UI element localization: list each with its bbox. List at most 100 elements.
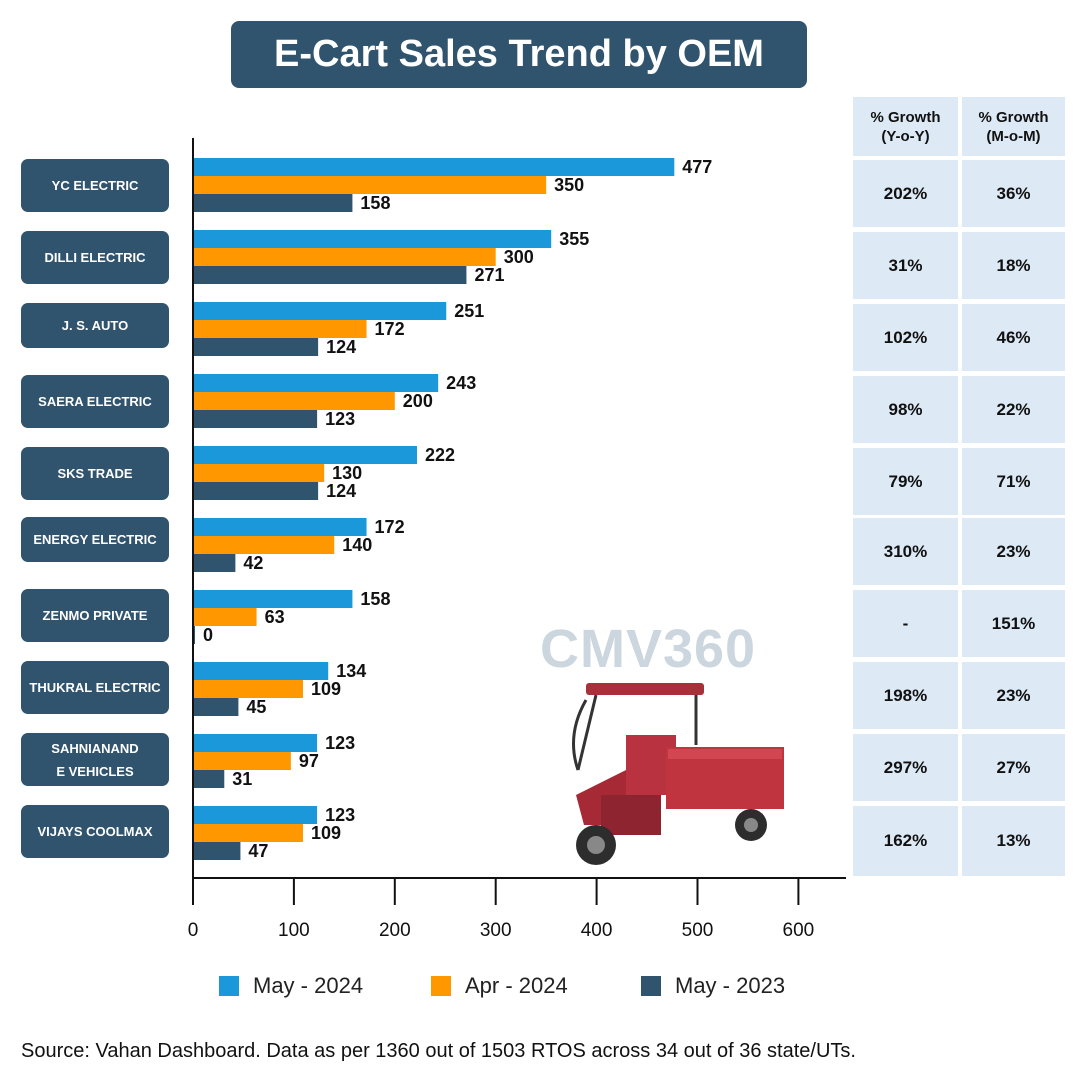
data-label-vijays-coolmax-apr-2024: 109: [311, 823, 341, 843]
bar-energy-electric-apr-2024: [193, 536, 335, 554]
oem-label-dilli-electric: DILLI ELECTRIC: [21, 231, 169, 284]
growth-yoy-j-s-auto: 102%: [853, 304, 958, 371]
bar-energy-electric-may-2023: [193, 554, 236, 572]
legend-swatch-apr-2024: [431, 976, 451, 996]
bar-dilli-electric-may-2024: [193, 230, 552, 248]
x-tick-label-100: 100: [278, 920, 310, 941]
chart-legend: May - 2024 Apr - 2024 May - 2023: [0, 973, 1080, 1003]
growth-yoy-sahnianand-e-vehicles: 297%: [853, 734, 958, 801]
oem-label-energy-electric: ENERGY ELECTRIC: [21, 517, 169, 562]
growth-yoy-zenmo-private: -: [853, 590, 958, 657]
oem-label-thukral-electric: THUKRAL ELECTRIC: [21, 661, 169, 714]
growth-mom-thukral-electric: 23%: [962, 662, 1065, 729]
data-label-saera-electric-may-2024: 243: [446, 373, 476, 393]
data-label-thukral-electric-apr-2024: 109: [311, 679, 341, 699]
oem-label-sahnianand-e-vehicles: SAHNIANAND E VEHICLES: [21, 733, 169, 786]
growth-mom-j-s-auto: 46%: [962, 304, 1065, 371]
growth-yoy-saera-electric: 98%: [853, 376, 958, 443]
growth-yoy-thukral-electric: 198%: [853, 662, 958, 729]
legend-label-may-2023: May - 2023: [675, 973, 786, 998]
x-tick-label-600: 600: [783, 920, 815, 941]
legend-label-may-2024: May - 2024: [253, 973, 364, 998]
x-tick-label-200: 200: [379, 920, 411, 941]
data-label-sahnianand-e-vehicles-apr-2024: 97: [299, 751, 319, 771]
legend-item-may-2024: May - 2024: [219, 973, 363, 999]
bar-sks-trade-may-2024: [193, 446, 417, 464]
x-tick-label-0: 0: [188, 920, 199, 941]
bar-yc-electric-may-2024: [193, 158, 675, 176]
bar-sks-trade-may-2023: [193, 482, 319, 500]
bar-j-s-auto-may-2023: [193, 338, 319, 356]
data-label-energy-electric-may-2023: 42: [243, 553, 263, 573]
legend-swatch-may-2024: [219, 976, 239, 996]
bar-vijays-coolmax-may-2024: [193, 806, 318, 824]
legend-label-apr-2024: Apr - 2024: [465, 973, 568, 998]
bar-energy-electric-may-2024: [193, 518, 367, 536]
growth-mom-sks-trade: 71%: [962, 448, 1065, 515]
growth-yoy-dilli-electric: 31%: [853, 232, 958, 299]
bar-sahnianand-e-vehicles-apr-2024: [193, 752, 291, 770]
data-label-saera-electric-apr-2024: 200: [403, 391, 433, 411]
data-label-saera-electric-may-2023: 123: [325, 409, 355, 429]
bar-zenmo-private-apr-2024: [193, 608, 257, 626]
x-tick-label-500: 500: [682, 920, 714, 941]
data-label-sks-trade-apr-2024: 130: [332, 463, 362, 483]
watermark-text: CMV360: [540, 619, 757, 679]
data-label-vijays-coolmax-may-2024: 123: [325, 805, 355, 825]
bar-sks-trade-apr-2024: [193, 464, 325, 482]
data-label-thukral-electric-may-2023: 45: [246, 697, 266, 717]
bar-dilli-electric-apr-2024: [193, 248, 496, 266]
bar-yc-electric-apr-2024: [193, 176, 547, 194]
data-label-thukral-electric-may-2024: 134: [336, 661, 366, 681]
growth-header-yoy: % Growth (Y-o-Y): [853, 97, 958, 156]
data-label-dilli-electric-apr-2024: 300: [504, 247, 534, 267]
bar-saera-electric-may-2024: [193, 374, 439, 392]
oem-label-zenmo-private: ZENMO PRIVATE: [21, 589, 169, 642]
data-label-energy-electric-apr-2024: 140: [342, 535, 372, 555]
data-label-energy-electric-may-2024: 172: [375, 517, 405, 537]
data-label-vijays-coolmax-may-2023: 47: [248, 841, 268, 861]
data-label-sahnianand-e-vehicles-may-2024: 123: [325, 733, 355, 753]
bar-thukral-electric-may-2024: [193, 662, 329, 680]
bar-vijays-coolmax-apr-2024: [193, 824, 303, 842]
oem-label-j-s-auto: J. S. AUTO: [21, 303, 169, 348]
growth-yoy-energy-electric: 310%: [853, 518, 958, 585]
growth-mom-zenmo-private: 151%: [962, 590, 1065, 657]
growth-mom-dilli-electric: 18%: [962, 232, 1065, 299]
bar-yc-electric-may-2023: [193, 194, 353, 212]
bar-thukral-electric-may-2023: [193, 698, 239, 716]
oem-label-saera-electric: SAERA ELECTRIC: [21, 375, 169, 428]
oem-label-yc-electric: YC ELECTRIC: [21, 159, 169, 212]
x-tick-label-300: 300: [480, 920, 512, 941]
data-label-j-s-auto-may-2023: 124: [326, 337, 356, 357]
data-label-dilli-electric-may-2023: 271: [474, 265, 504, 285]
legend-item-apr-2024: Apr - 2024: [431, 973, 568, 999]
bar-vijays-coolmax-may-2023: [193, 842, 241, 860]
growth-mom-saera-electric: 22%: [962, 376, 1065, 443]
bar-zenmo-private-may-2024: [193, 590, 353, 608]
growth-yoy-sks-trade: 79%: [853, 448, 958, 515]
x-tick-label-400: 400: [581, 920, 613, 941]
bar-sahnianand-e-vehicles-may-2023: [193, 770, 225, 788]
bar-j-s-auto-apr-2024: [193, 320, 367, 338]
data-label-zenmo-private-may-2023: 0: [203, 625, 213, 645]
data-label-j-s-auto-may-2024: 251: [454, 301, 484, 321]
data-label-yc-electric-may-2024: 477: [682, 157, 712, 177]
e-cart-vehicle-image: [572, 683, 784, 865]
data-label-sks-trade-may-2024: 222: [425, 445, 455, 465]
growth-mom-vijays-coolmax: 13%: [962, 806, 1065, 876]
bar-dilli-electric-may-2023: [193, 266, 467, 284]
data-label-dilli-electric-may-2024: 355: [559, 229, 589, 249]
oem-label-sks-trade: SKS TRADE: [21, 447, 169, 500]
data-label-zenmo-private-apr-2024: 63: [265, 607, 285, 627]
source-note: Source: Vahan Dashboard. Data as per 136…: [21, 1040, 856, 1062]
bar-saera-electric-apr-2024: [193, 392, 395, 410]
bar-j-s-auto-may-2024: [193, 302, 447, 320]
growth-mom-energy-electric: 23%: [962, 518, 1065, 585]
data-label-zenmo-private-may-2024: 158: [360, 589, 390, 609]
bar-chart: 4773501583553002712511721242432001232221…: [188, 138, 846, 941]
data-label-sks-trade-may-2023: 124: [326, 481, 356, 501]
bar-saera-electric-may-2023: [193, 410, 318, 428]
bar-thukral-electric-apr-2024: [193, 680, 303, 698]
growth-yoy-vijays-coolmax: 162%: [853, 806, 958, 876]
